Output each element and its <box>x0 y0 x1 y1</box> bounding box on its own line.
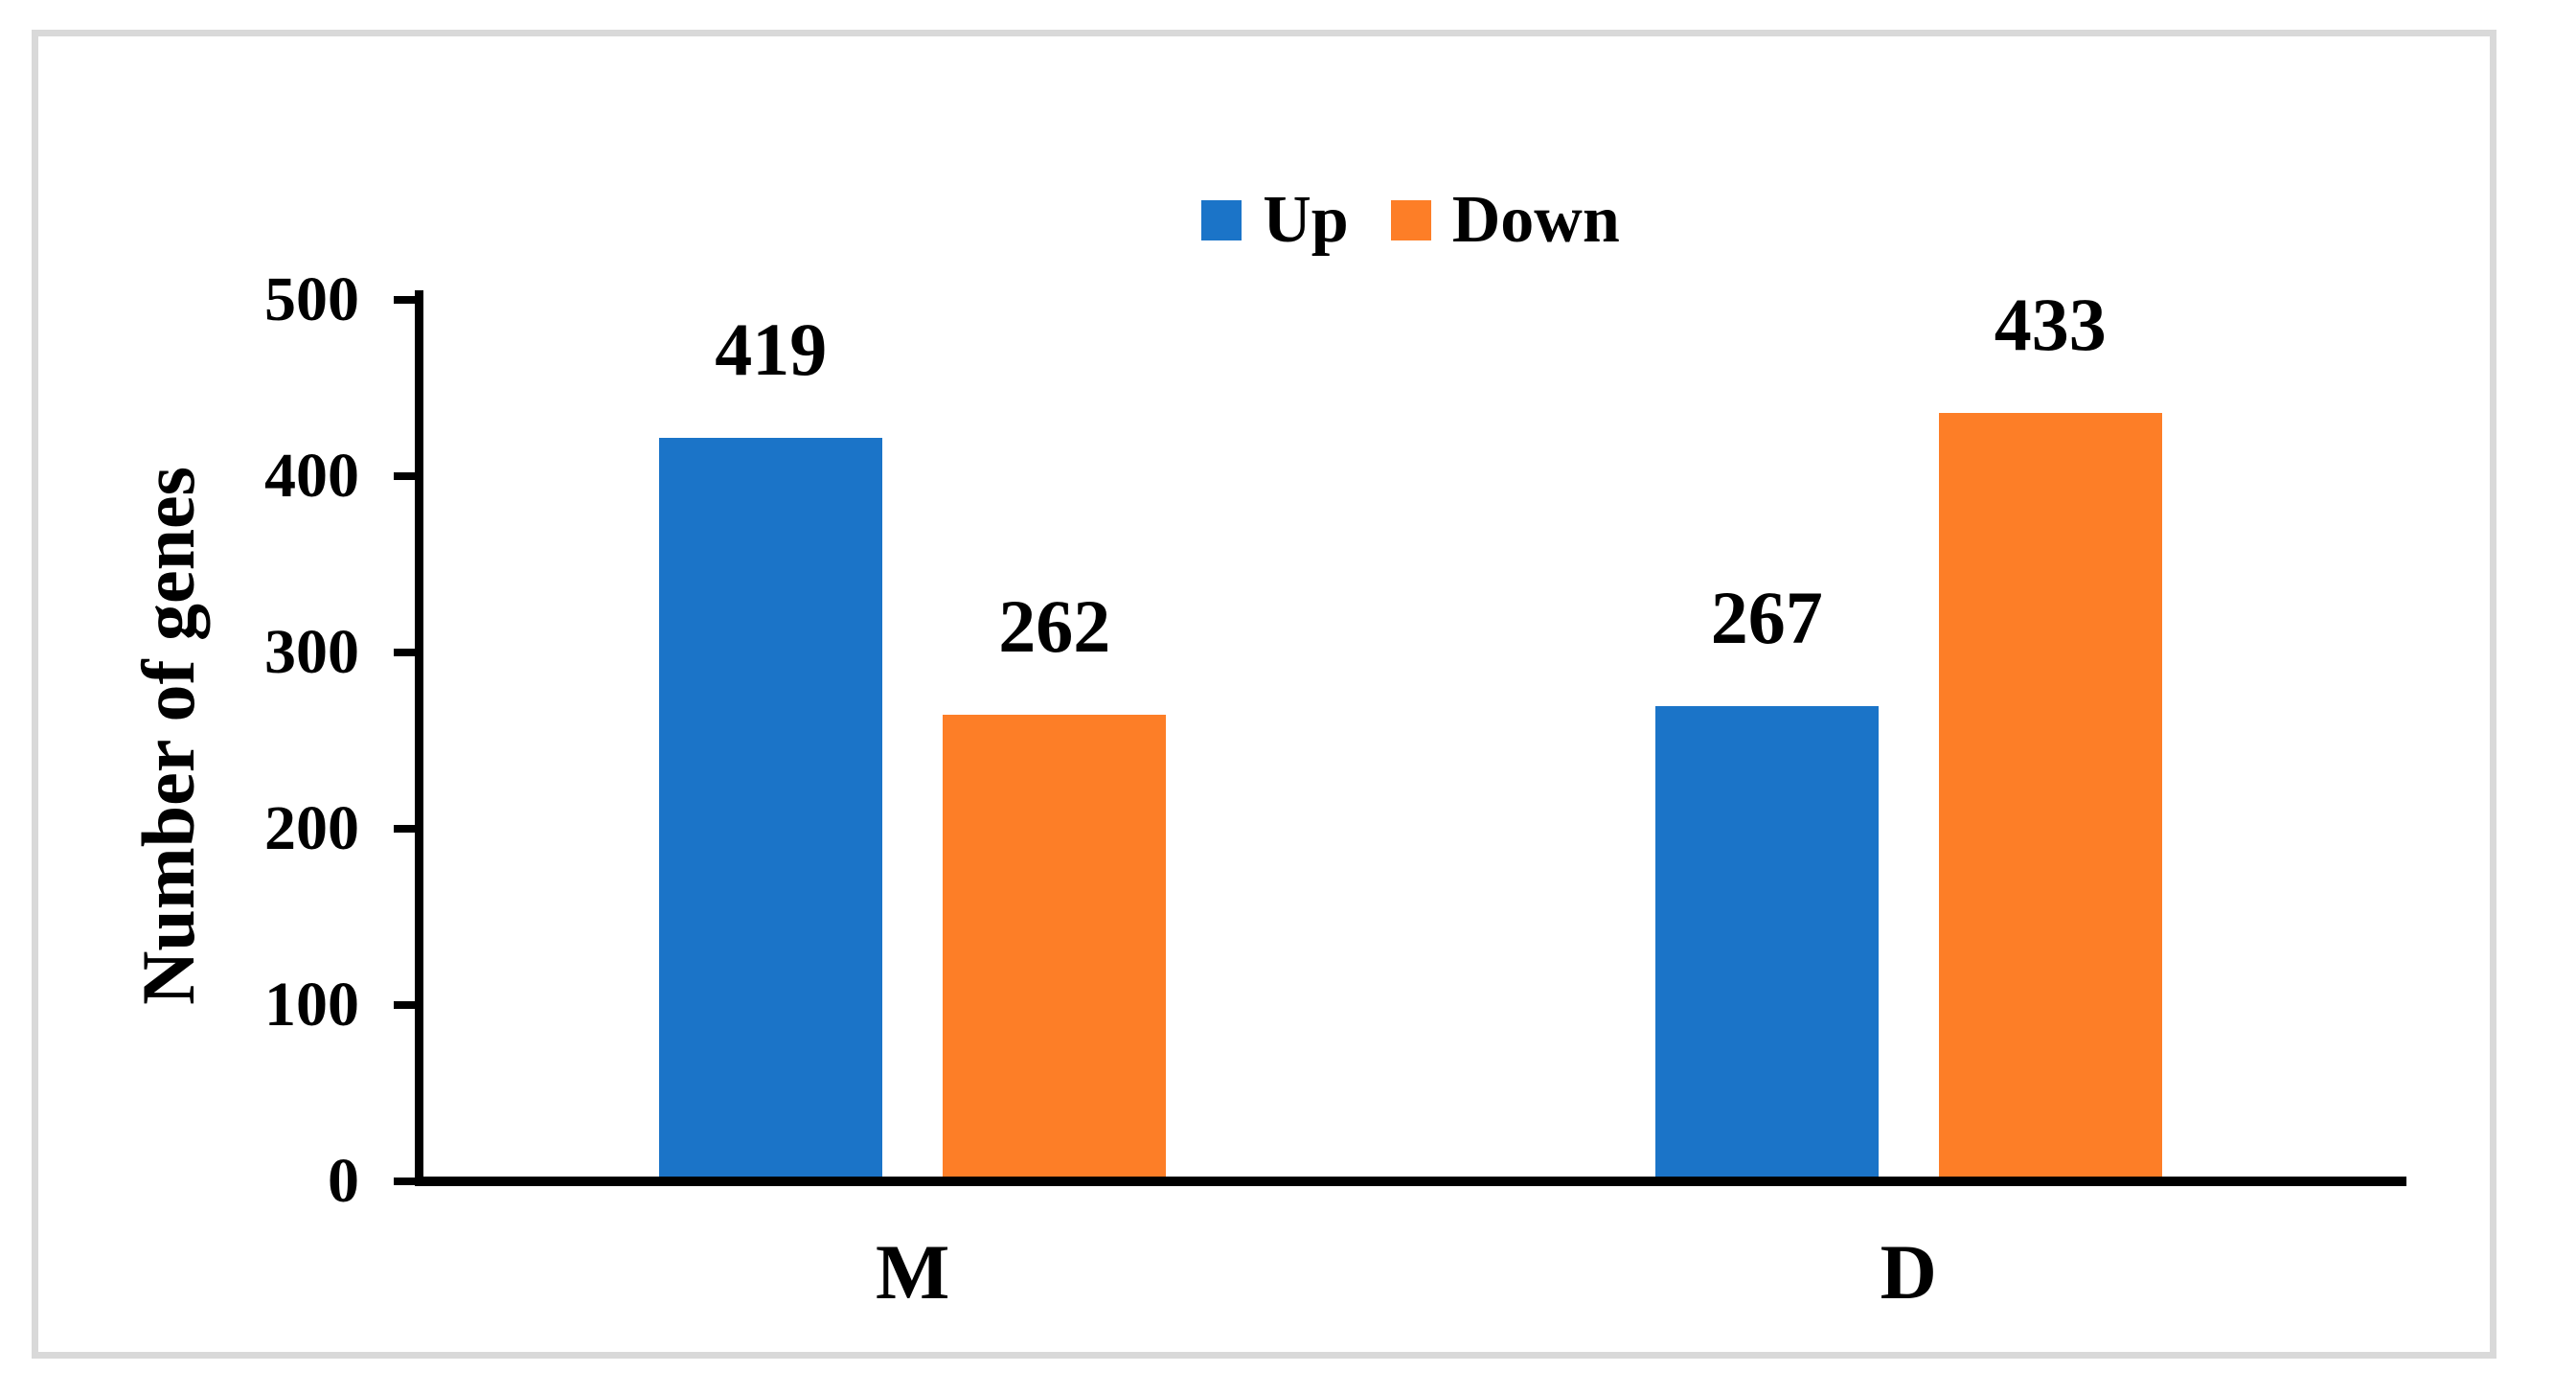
legend-swatch-down <box>1390 200 1431 240</box>
y-axis-tick-label: 400 <box>264 441 359 511</box>
legend-item-down: Down <box>1390 183 1620 257</box>
y-axis-line <box>415 290 423 1186</box>
legend-label: Down <box>1451 183 1620 257</box>
x-axis-category-label-d: D <box>1880 1228 1937 1315</box>
bar-m-up <box>659 438 883 1177</box>
y-axis-tick <box>394 1001 415 1009</box>
plot-area: 419 262 267 433 <box>394 287 2406 1186</box>
y-axis-tick <box>394 296 415 304</box>
legend-item-up: Up <box>1201 183 1349 257</box>
bar-d-down <box>1938 413 2162 1177</box>
x-axis-category-label-m: M <box>876 1228 950 1315</box>
bar-value-label: 419 <box>715 308 828 392</box>
y-axis-tick-label: 300 <box>264 617 359 687</box>
x-axis-line <box>415 1177 2406 1186</box>
y-axis-tick <box>394 472 415 480</box>
y-axis-tick-label: 0 <box>328 1146 359 1216</box>
bar-m-down <box>943 714 1167 1177</box>
y-axis-title: Number of genes <box>126 467 210 1005</box>
bar-value-label: 262 <box>998 583 1111 668</box>
y-axis-tick <box>394 825 415 833</box>
bar-value-label: 267 <box>1710 575 1823 659</box>
legend-swatch-up <box>1201 200 1242 240</box>
bar-value-label: 433 <box>1994 283 2107 367</box>
legend: Up Down <box>415 175 2406 265</box>
bar-d-up <box>1654 705 1879 1177</box>
y-axis-tick <box>394 649 415 656</box>
y-axis-tick-label: 500 <box>264 264 359 334</box>
y-axis-tick-label: 200 <box>264 793 359 863</box>
y-axis-tick <box>394 1178 415 1185</box>
figure-border <box>32 30 2496 1359</box>
legend-label: Up <box>1263 183 1349 257</box>
y-axis-tick-label: 100 <box>264 970 359 1040</box>
